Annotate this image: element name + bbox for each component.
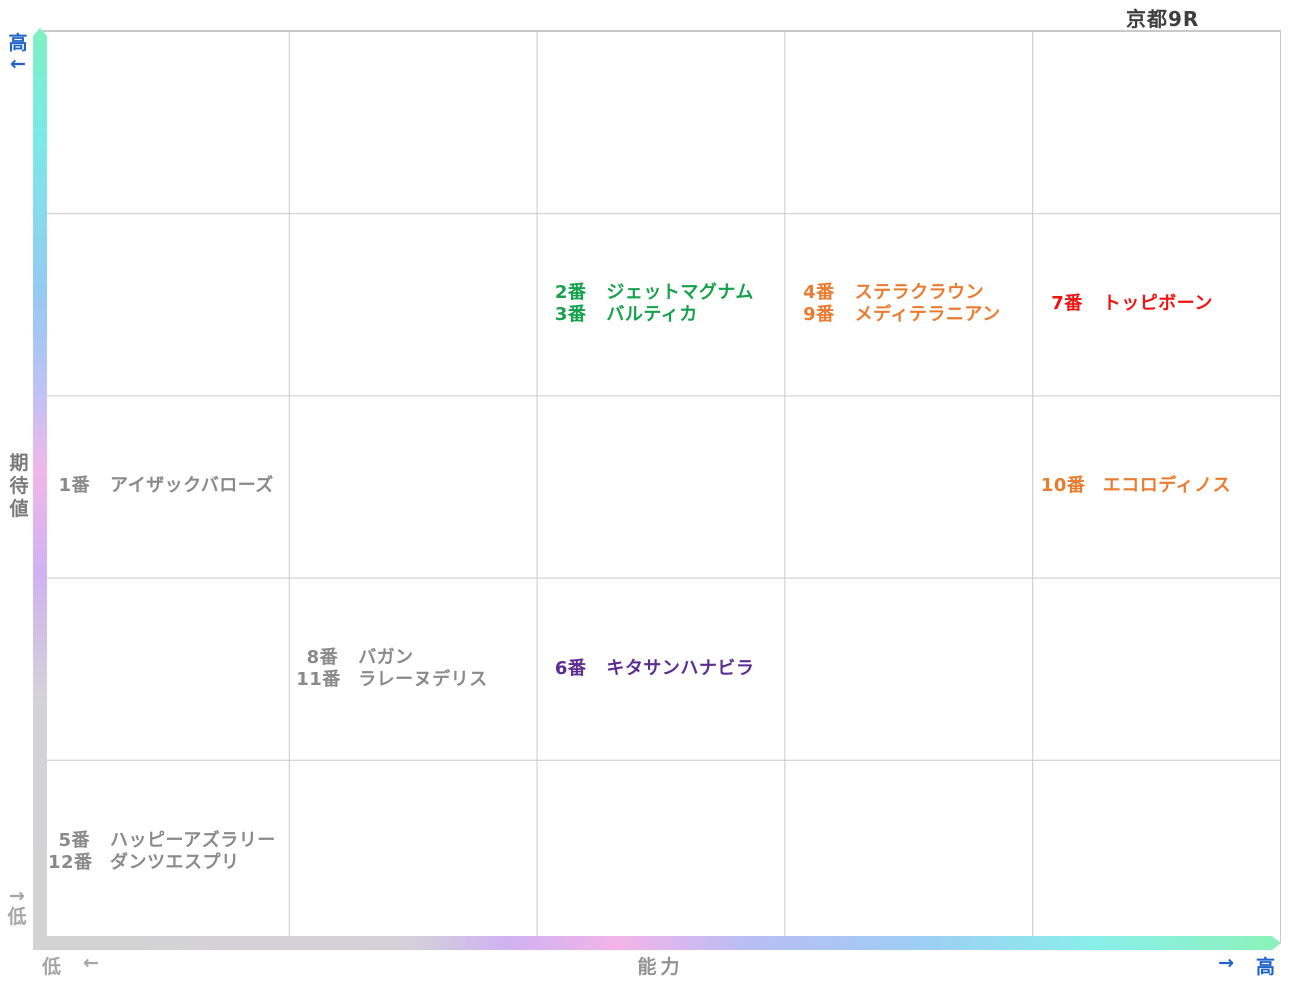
horse-number: 6番 [554, 658, 587, 680]
horse-group: 8番 バガン 11番 ラレーヌデリス [296, 578, 488, 761]
horse-entry: 11番 ラレーヌデリス [296, 669, 488, 691]
horse-entry: 3番 バルティカ [544, 304, 753, 326]
y-axis-title-char: 待 [9, 475, 29, 497]
horse-number: 12番 [48, 851, 93, 873]
horse-name: メディテラニアン [854, 303, 1001, 325]
x-high-text: 高 [1255, 956, 1275, 978]
horse-name: ダンツエスプリ [110, 851, 240, 873]
horse-name: ラレーヌデリス [358, 669, 488, 691]
x-axis-low-label: 低 ← [42, 952, 99, 979]
horse-number: 9番 [803, 303, 835, 325]
horse-number: 2番 [554, 281, 587, 303]
horse-name: エコロディノス [1102, 475, 1232, 497]
horse-name: ステラクラウン [854, 281, 985, 303]
y-low-arrow-icon: → [9, 885, 25, 907]
horse-number: 8番 [306, 647, 339, 669]
horse-entry: 12番 ダンツエスプリ [48, 852, 276, 874]
horse-entry: 5番 ハッピーアズラリー [48, 830, 276, 852]
horse-number: 4番 [803, 281, 835, 303]
horse-entry: 8番 バガン [296, 647, 488, 669]
horse-number: 5番 [58, 829, 90, 851]
x-axis-gradient-bar [33, 936, 1281, 950]
horse-entry: 2番 ジェットマグナム [544, 282, 753, 304]
horse-number: 10番 [1040, 475, 1086, 497]
y-axis-title-char: 値 [9, 498, 29, 520]
horse-group: 5番 ハッピーアズラリー 12番 ダンツエスプリ [48, 760, 276, 943]
horse-group: 7番 トッピボーン [1041, 213, 1213, 396]
y-axis-gradient-bar [33, 28, 47, 950]
chart-title: 京都9R [1126, 7, 1200, 31]
x-axis-title: 能力 [637, 956, 684, 978]
horse-number: 3番 [554, 303, 587, 325]
y-axis-high-label: 高 ← [4, 33, 32, 75]
horse-group: 4番 ステラクラウン 9番 メディテラニアン [793, 213, 1001, 396]
y-low-text: 低 [7, 906, 27, 928]
y-high-text: 高 [8, 32, 28, 54]
horse-name: ハッピーアズラリー [110, 829, 276, 851]
horse-name: ジェットマグナム [606, 281, 754, 303]
horse-entry: 1番 アイザックバローズ [48, 475, 274, 497]
horse-group: 6番 キタサンハナビラ [544, 578, 754, 761]
x-low-text: 低 [42, 956, 62, 978]
horse-entry: 10番 エコロディノス [1041, 475, 1231, 497]
horse-number: 7番 [1051, 292, 1083, 314]
horse-group: 10番 エコロディノス [1041, 395, 1231, 578]
y-axis-low-label: → 低 [3, 886, 31, 928]
horse-number: 11番 [296, 669, 341, 691]
horse-number: 1番 [58, 475, 90, 497]
horse-name: バルティカ [606, 303, 698, 325]
x-axis-high-label: → 高 [1218, 952, 1275, 979]
y-axis-title: 期 待 値 [5, 452, 33, 521]
horse-name: バガン [358, 647, 414, 669]
horse-name: キタサンハナビラ [606, 658, 755, 680]
horse-name: アイザックバローズ [110, 475, 274, 497]
x-low-arrow-icon: ← [83, 952, 99, 974]
horse-entry: 6番 キタサンハナビラ [544, 658, 754, 680]
x-high-arrow-icon: → [1218, 952, 1234, 974]
horse-entry: 4番 ステラクラウン [793, 282, 1001, 304]
horse-group: 1番 アイザックバローズ [48, 395, 274, 578]
horse-group: 2番 ジェットマグナム 3番 バルティカ [544, 213, 753, 396]
horse-entry: 7番 トッピボーン [1041, 293, 1213, 315]
y-high-arrow-icon: ← [10, 53, 26, 75]
horse-name: トッピボーン [1102, 292, 1213, 314]
y-axis-title-char: 期 [9, 452, 29, 474]
plot-grid [40, 30, 1281, 943]
horse-entry: 9番 メディテラニアン [793, 304, 1001, 326]
